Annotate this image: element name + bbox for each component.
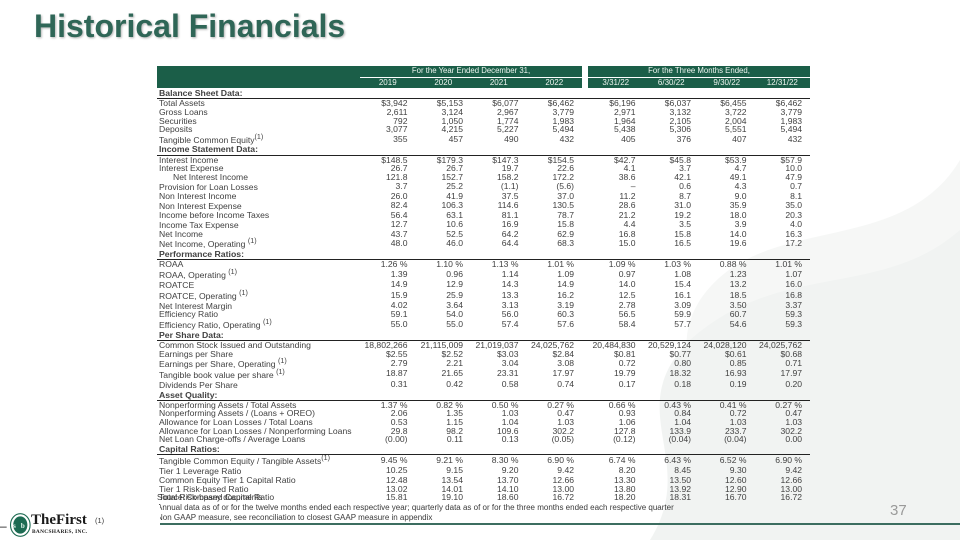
svg-text:b: b	[21, 521, 25, 530]
svg-text:s: s	[13, 521, 16, 530]
